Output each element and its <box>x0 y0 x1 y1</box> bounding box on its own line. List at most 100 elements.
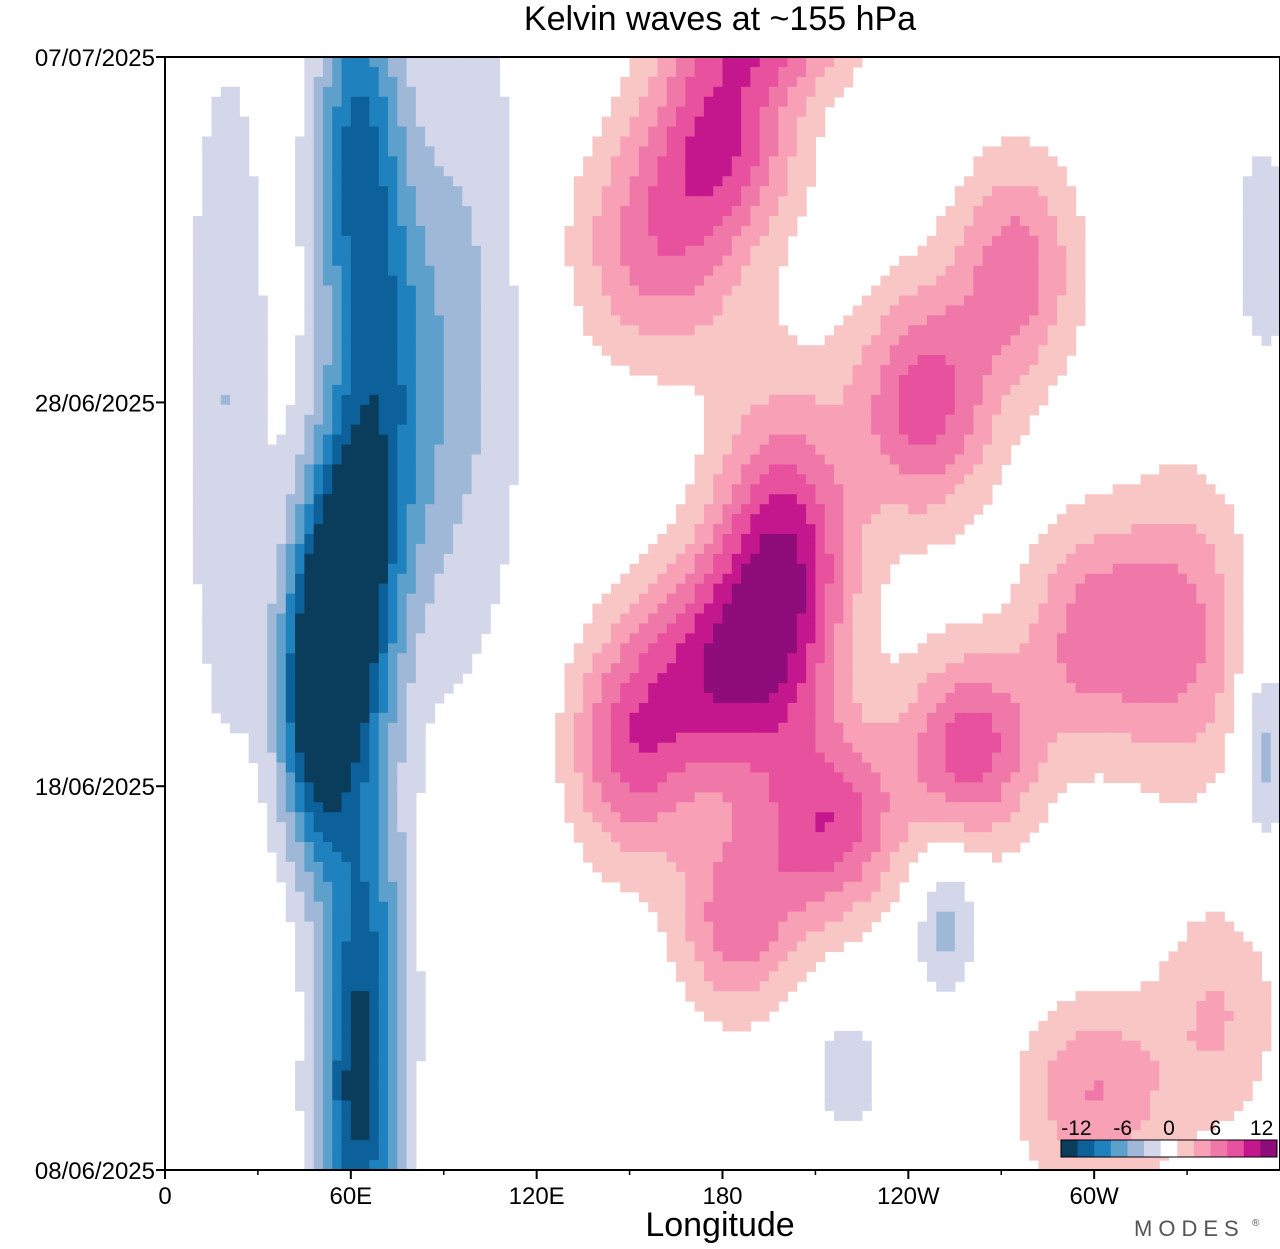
field-cell <box>991 454 1002 466</box>
field-cell <box>406 454 417 466</box>
field-cell <box>908 394 919 406</box>
field-cell <box>434 504 445 515</box>
field-cell <box>843 534 854 545</box>
field-cell <box>462 474 473 485</box>
field-cell <box>369 613 380 625</box>
field-cell <box>694 514 705 525</box>
field-cell <box>759 693 770 704</box>
field-cell <box>982 335 993 346</box>
field-cell <box>982 693 993 704</box>
field-cell <box>276 543 287 555</box>
field-cell <box>350 375 361 386</box>
field-cell <box>982 255 993 267</box>
field-cell <box>425 315 436 326</box>
field-cell <box>443 295 454 307</box>
field-cell <box>852 663 863 674</box>
field-cell <box>1270 166 1280 177</box>
field-cell <box>425 573 436 585</box>
field-cell <box>350 553 361 565</box>
field-cell <box>397 524 408 535</box>
field-cell <box>991 186 1002 197</box>
field-cell <box>378 116 389 128</box>
field-cell <box>1047 216 1058 227</box>
field-cell <box>648 235 659 247</box>
field-cell <box>415 235 426 247</box>
field-cell <box>713 583 724 595</box>
field-cell <box>787 345 798 356</box>
field-cell <box>750 543 761 555</box>
field-cell <box>964 315 974 326</box>
field-cell <box>1057 583 1067 595</box>
field-cell <box>871 653 882 664</box>
field-cell <box>629 96 640 108</box>
field-cell <box>462 76 473 88</box>
field-cell <box>843 335 854 346</box>
field-cell <box>378 315 389 326</box>
field-cell <box>378 255 389 267</box>
field-cell <box>360 116 371 128</box>
field-cell <box>397 693 408 704</box>
field-cell <box>434 375 445 386</box>
field-cell <box>741 136 751 148</box>
field-cell <box>276 693 287 704</box>
field-cell <box>592 295 603 307</box>
field-cell <box>1122 553 1132 565</box>
field-cell <box>778 623 789 634</box>
field-cell <box>434 424 445 436</box>
field-cell <box>685 355 696 366</box>
field-cell <box>313 355 324 366</box>
field-cell <box>685 76 696 88</box>
field-cell <box>685 673 696 684</box>
field-cell <box>861 524 872 535</box>
field-cell <box>1066 235 1077 247</box>
field-cell <box>629 275 640 287</box>
field-cell <box>564 673 575 684</box>
field-cell <box>1038 603 1049 615</box>
field-cell <box>1196 593 1207 605</box>
field-cell <box>741 345 751 356</box>
field-cell <box>230 623 240 634</box>
field-cell <box>824 394 835 406</box>
field-cell <box>731 673 742 684</box>
field-cell <box>388 66 398 78</box>
field-cell <box>341 66 352 78</box>
field-cell <box>926 305 937 316</box>
field-cell <box>648 116 659 128</box>
field-cell <box>1094 683 1105 694</box>
field-cell <box>406 136 417 148</box>
field-cell <box>1205 534 1216 545</box>
field-cell <box>629 126 640 138</box>
field-cell <box>861 514 872 525</box>
field-cell <box>434 484 445 495</box>
field-cell <box>759 126 770 138</box>
field-cell <box>211 325 222 336</box>
field-cell <box>369 543 380 555</box>
field-cell <box>703 106 714 118</box>
field-cell <box>378 295 389 307</box>
field-cell <box>648 196 659 207</box>
field-cell <box>964 206 974 217</box>
field-cell <box>295 196 305 207</box>
field-cell <box>425 673 436 684</box>
field-cell <box>611 315 621 326</box>
field-cell <box>852 553 863 565</box>
field-cell <box>471 454 482 466</box>
field-cell <box>945 255 956 267</box>
field-cell <box>899 355 909 366</box>
field-cell <box>1242 176 1253 187</box>
field-cell <box>601 225 612 237</box>
field-cell <box>973 245 984 257</box>
field-cell <box>490 305 501 316</box>
field-cell <box>741 613 751 625</box>
field-cell <box>1057 255 1067 267</box>
field-cell <box>713 673 724 684</box>
field-cell <box>350 206 361 217</box>
field-cell <box>768 106 779 118</box>
field-cell <box>1177 693 1188 704</box>
field-cell <box>871 583 882 595</box>
field-cell <box>388 573 398 585</box>
field-cell <box>573 186 584 197</box>
field-cell <box>787 543 798 555</box>
field-cell <box>1084 563 1095 575</box>
field-cell <box>304 375 315 386</box>
